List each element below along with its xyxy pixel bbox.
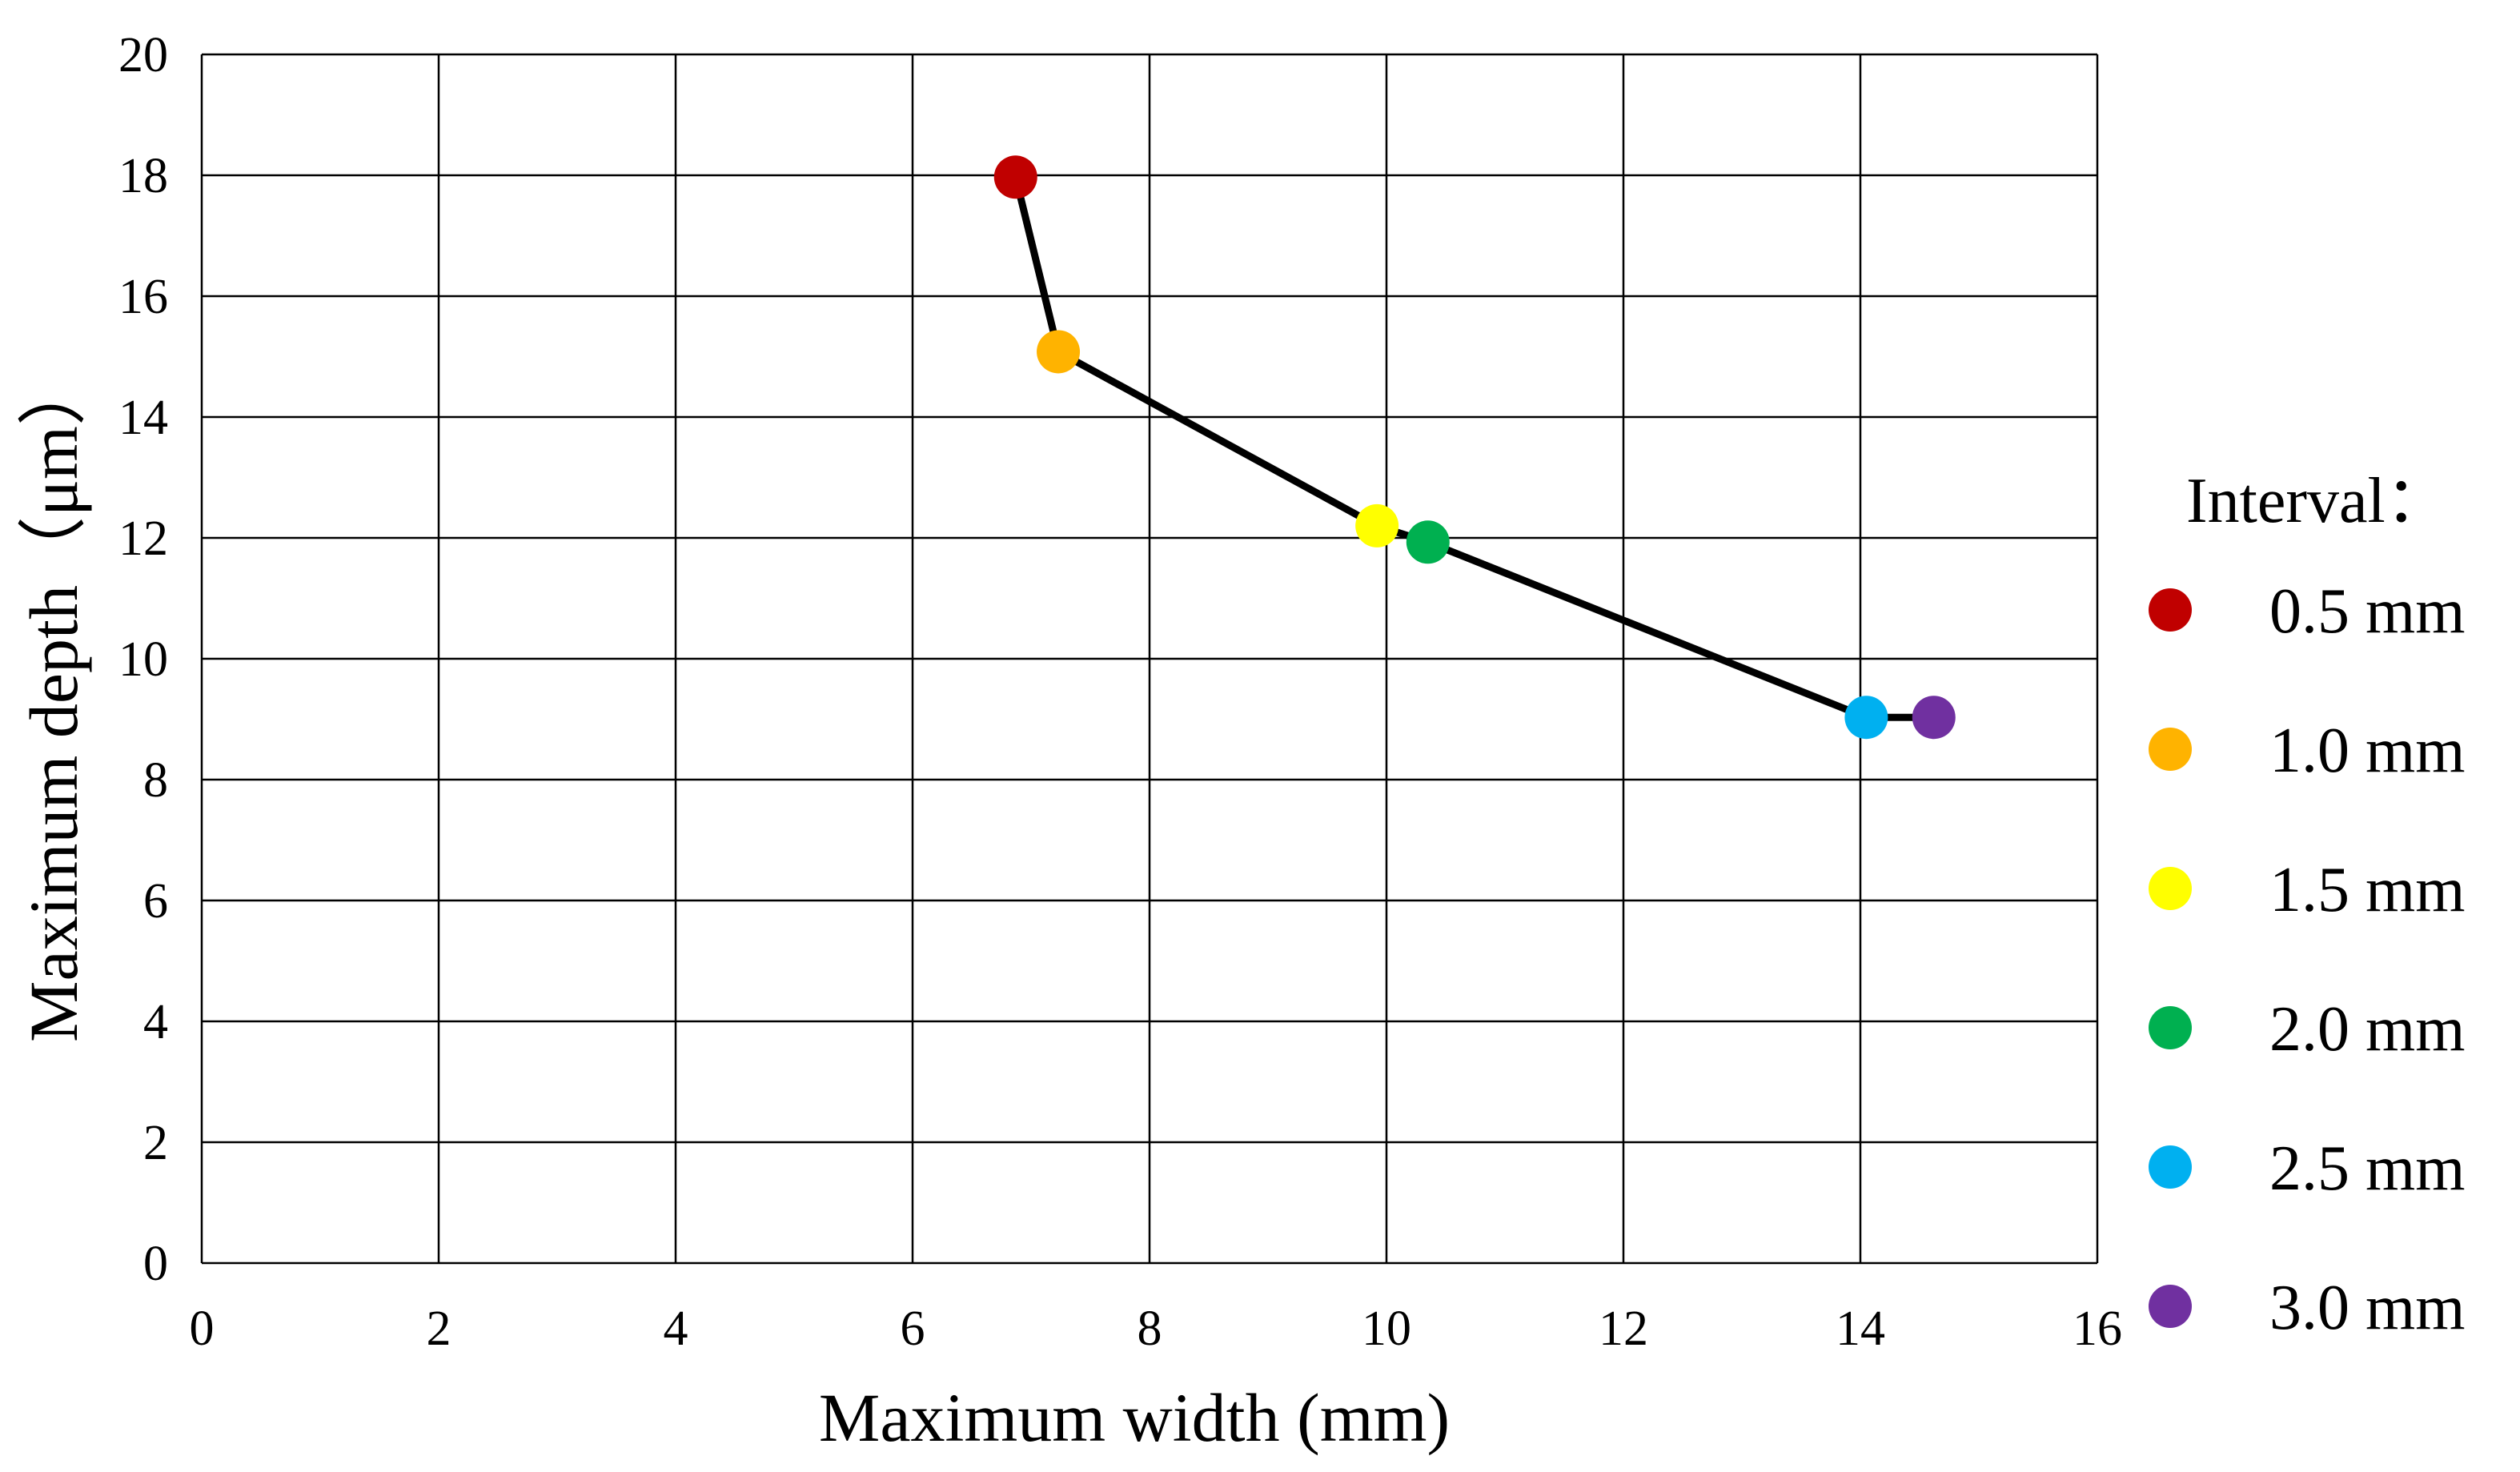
data-point [1406, 520, 1450, 564]
data-point [993, 155, 1037, 199]
legend-label: 3.0 mm [2269, 1273, 2465, 1343]
x-tick-label: 4 [664, 1302, 688, 1356]
legend-label: 2.0 mm [2269, 994, 2465, 1065]
x-tick-label: 2 [427, 1302, 451, 1356]
y-tick-label: 16 [118, 270, 168, 324]
y-axis-label: Maximum depth（μm） [15, 357, 92, 1042]
y-tick-label: 0 [143, 1237, 168, 1291]
y-tick-label: 14 [118, 391, 168, 445]
legend-marker [2149, 1006, 2192, 1049]
legend-label: 0.5 mm [2269, 576, 2465, 647]
legend-label: 2.5 mm [2269, 1133, 2465, 1204]
y-tick-label: 4 [143, 995, 168, 1049]
y-tick-label: 20 [118, 28, 168, 82]
x-axis-label: Maximum width (mm) [819, 1379, 1450, 1456]
legend-marker [2149, 1145, 2192, 1189]
legend-label: 1.0 mm [2269, 716, 2465, 786]
y-tick-label: 18 [118, 149, 168, 203]
data-point [1037, 330, 1081, 374]
y-tick-labels: 0 2 4 6 8 10 12 14 16 18 20 [118, 28, 168, 1291]
x-tick-label: 10 [1362, 1302, 1411, 1356]
y-tick-label: 10 [118, 632, 168, 687]
x-tick-label: 8 [1138, 1302, 1162, 1356]
x-tick-label: 0 [190, 1302, 215, 1356]
x-tick-label: 6 [901, 1302, 925, 1356]
legend-label: 1.5 mm [2269, 855, 2465, 925]
legend-marker [2149, 728, 2192, 771]
data-point [1912, 696, 1956, 740]
grid [200, 53, 2099, 1265]
legend-title: Interval： [2186, 466, 2450, 536]
x-tick-labels: 0 2 4 6 8 10 12 14 16 [190, 1302, 2123, 1356]
x-tick-label: 16 [2073, 1302, 2122, 1356]
legend-marker [2149, 1285, 2192, 1328]
x-tick-label: 12 [1599, 1302, 1648, 1356]
data-point [1355, 503, 1399, 547]
y-tick-label: 2 [143, 1116, 168, 1170]
legend-marker [2149, 867, 2192, 910]
y-tick-label: 6 [143, 874, 168, 929]
x-tick-label: 14 [1836, 1302, 1885, 1356]
data-points [993, 155, 1956, 740]
data-point [1844, 696, 1888, 740]
legend-marker [2149, 588, 2192, 632]
legend: Interval： 0.5 mm 1.0 mm 1.5 mm 2.0 mm 2.5 mm… [2149, 466, 2465, 1343]
y-tick-label: 12 [118, 511, 168, 566]
y-tick-label: 8 [143, 753, 168, 808]
